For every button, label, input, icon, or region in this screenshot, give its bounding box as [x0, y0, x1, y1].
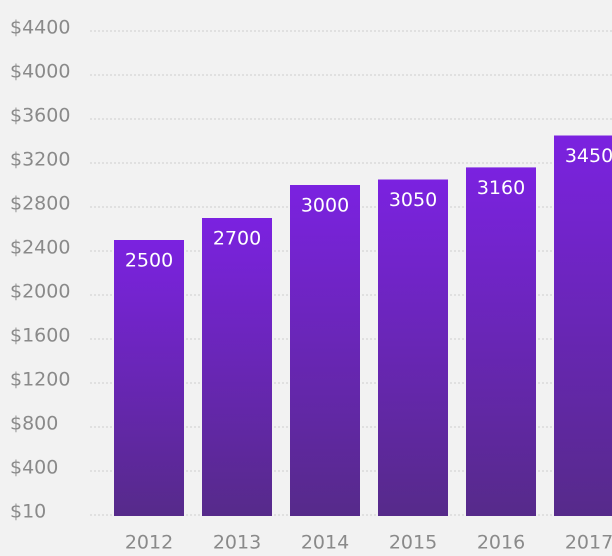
bars [114, 135, 612, 516]
y-tick-label: $2800 [10, 193, 70, 215]
data-label-2013: 2700 [213, 228, 261, 250]
bar-2017 [554, 135, 612, 516]
y-tick-label: $400 [10, 457, 58, 479]
data-label-2016: 3160 [477, 177, 525, 199]
y-axis: $10 $400 $800 $1200 $1600 $2000 $2400 $2800 $320… [10, 17, 70, 523]
x-axis: 2012 2013 2014 2015 2016 2017 [125, 532, 612, 554]
y-tick-label: $4000 [10, 61, 70, 83]
bar-2015 [378, 179, 448, 516]
y-tick-label: $800 [10, 413, 58, 435]
y-tick-label: $2400 [10, 237, 70, 259]
x-tick-label-2015: 2015 [389, 532, 437, 554]
x-tick-label-2013: 2013 [213, 532, 261, 554]
y-tick-label: $1200 [10, 369, 70, 391]
bar-2014 [290, 185, 360, 516]
bar-2013 [202, 218, 272, 516]
y-tick-label: $10 [10, 501, 46, 523]
bar-2016 [466, 167, 536, 516]
data-label-2014: 3000 [301, 195, 349, 217]
y-tick-label: $3200 [10, 149, 70, 171]
data-label-2012: 2500 [125, 250, 173, 272]
x-tick-label-2014: 2014 [301, 532, 349, 554]
y-tick-label: $2000 [10, 281, 70, 303]
data-label-2017: 3450 [565, 145, 612, 167]
x-tick-label-2017: 2017 [565, 532, 612, 554]
y-tick-label: $1600 [10, 325, 70, 347]
data-label-2015: 3050 [389, 189, 437, 211]
bar-2012 [114, 240, 184, 516]
x-tick-label-2012: 2012 [125, 532, 173, 554]
y-tick-label: $3600 [10, 105, 70, 127]
x-tick-label-2016: 2016 [477, 532, 525, 554]
data-labels: 2500 2700 3000 3050 3160 3450 [125, 145, 612, 272]
y-tick-label: $4400 [10, 17, 70, 39]
